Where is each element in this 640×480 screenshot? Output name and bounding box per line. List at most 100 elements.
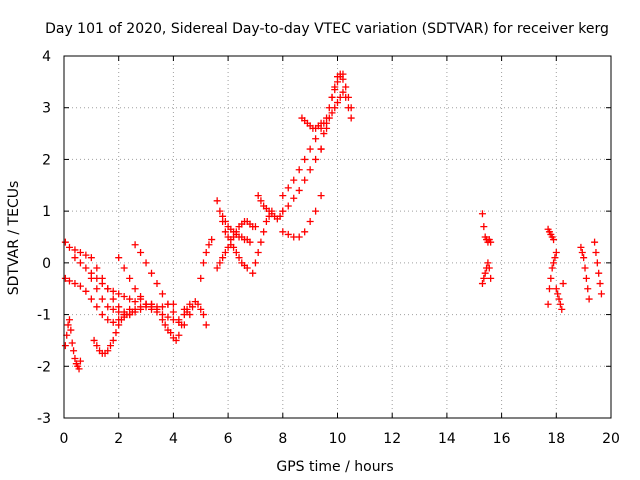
points-layer <box>61 70 605 373</box>
data-point <box>548 264 556 272</box>
data-point <box>87 295 95 303</box>
data-point <box>221 217 229 225</box>
y-tick-label: 0 <box>42 256 51 272</box>
data-point <box>592 249 600 257</box>
data-point <box>104 285 112 293</box>
data-point <box>158 316 166 324</box>
data-point <box>167 329 175 337</box>
data-point <box>301 155 309 163</box>
data-point <box>344 93 352 101</box>
data-point <box>115 254 123 262</box>
data-point <box>98 295 106 303</box>
chart-title: Day 101 of 2020, Sidereal Day-to-day VTE… <box>45 21 609 37</box>
data-point <box>558 305 566 313</box>
data-point <box>109 287 117 295</box>
data-point <box>487 274 495 282</box>
data-point <box>254 192 262 200</box>
data-point <box>112 329 120 337</box>
data-point <box>148 269 156 277</box>
data-point <box>487 238 495 246</box>
data-point <box>104 303 112 311</box>
data-point <box>120 264 128 272</box>
data-point <box>106 342 114 350</box>
data-point <box>317 192 325 200</box>
data-point <box>82 287 90 295</box>
data-point <box>276 212 284 220</box>
data-point <box>306 145 314 153</box>
data-point <box>554 290 562 298</box>
data-point <box>481 269 489 277</box>
data-point <box>334 99 341 107</box>
data-point <box>257 238 265 246</box>
series-arc-w <box>328 73 355 112</box>
series-arc-ab <box>552 280 567 313</box>
data-point <box>216 259 224 267</box>
data-point <box>93 342 101 350</box>
data-point <box>306 217 314 225</box>
data-point <box>93 285 101 293</box>
data-point <box>76 259 84 267</box>
data-point <box>216 207 224 215</box>
data-point <box>320 130 328 138</box>
data-point <box>284 184 292 192</box>
data-point <box>585 295 593 303</box>
data-point <box>221 249 229 257</box>
series-arc-q <box>279 192 325 241</box>
data-point <box>109 295 117 303</box>
series-arc-y <box>478 259 495 288</box>
data-point <box>591 238 599 246</box>
data-point <box>178 321 186 329</box>
series-arc-ac <box>577 243 593 303</box>
data-point <box>578 249 586 257</box>
data-point <box>197 274 205 282</box>
series-arc-a <box>61 316 84 373</box>
data-point <box>109 336 117 344</box>
data-point <box>552 285 560 293</box>
data-point <box>328 93 336 101</box>
data-point <box>161 321 169 329</box>
data-point <box>550 259 558 267</box>
data-point <box>295 233 303 241</box>
data-point <box>137 292 145 300</box>
data-point <box>158 303 166 311</box>
data-point <box>65 316 73 324</box>
series-arc-h <box>131 241 188 329</box>
data-point <box>64 321 72 329</box>
x-tick-label: 8 <box>278 431 287 447</box>
y-tick-label: -1 <box>37 308 51 324</box>
x-tick-label: 4 <box>169 431 178 447</box>
data-point <box>76 282 84 290</box>
data-point <box>320 119 328 127</box>
data-point <box>189 303 197 311</box>
x-tick-label: 10 <box>329 431 347 447</box>
data-point <box>545 285 553 293</box>
data-point <box>213 197 221 205</box>
data-point <box>290 194 298 202</box>
data-point <box>131 241 139 249</box>
y-axis-label: SDTVAR / TECUs <box>6 181 22 296</box>
data-point <box>339 75 347 83</box>
data-point <box>581 264 589 272</box>
x-tick-label: 14 <box>438 431 456 447</box>
data-point <box>208 236 216 244</box>
data-point <box>260 228 268 236</box>
data-point <box>246 238 254 246</box>
data-point <box>284 202 292 210</box>
data-point <box>68 339 76 347</box>
data-point <box>480 274 488 282</box>
data-point <box>71 355 79 363</box>
data-point <box>323 124 331 132</box>
series-arc-m <box>213 241 251 272</box>
data-point <box>584 285 592 293</box>
series-arc-n <box>219 212 254 246</box>
data-point <box>593 259 601 267</box>
data-point <box>194 300 202 308</box>
data-point <box>595 269 603 277</box>
data-point <box>213 264 221 272</box>
data-point <box>580 254 588 262</box>
series-arc-f <box>90 300 177 357</box>
data-point <box>480 223 488 231</box>
data-point <box>82 251 90 259</box>
data-point <box>478 210 486 218</box>
data-point <box>61 238 69 246</box>
